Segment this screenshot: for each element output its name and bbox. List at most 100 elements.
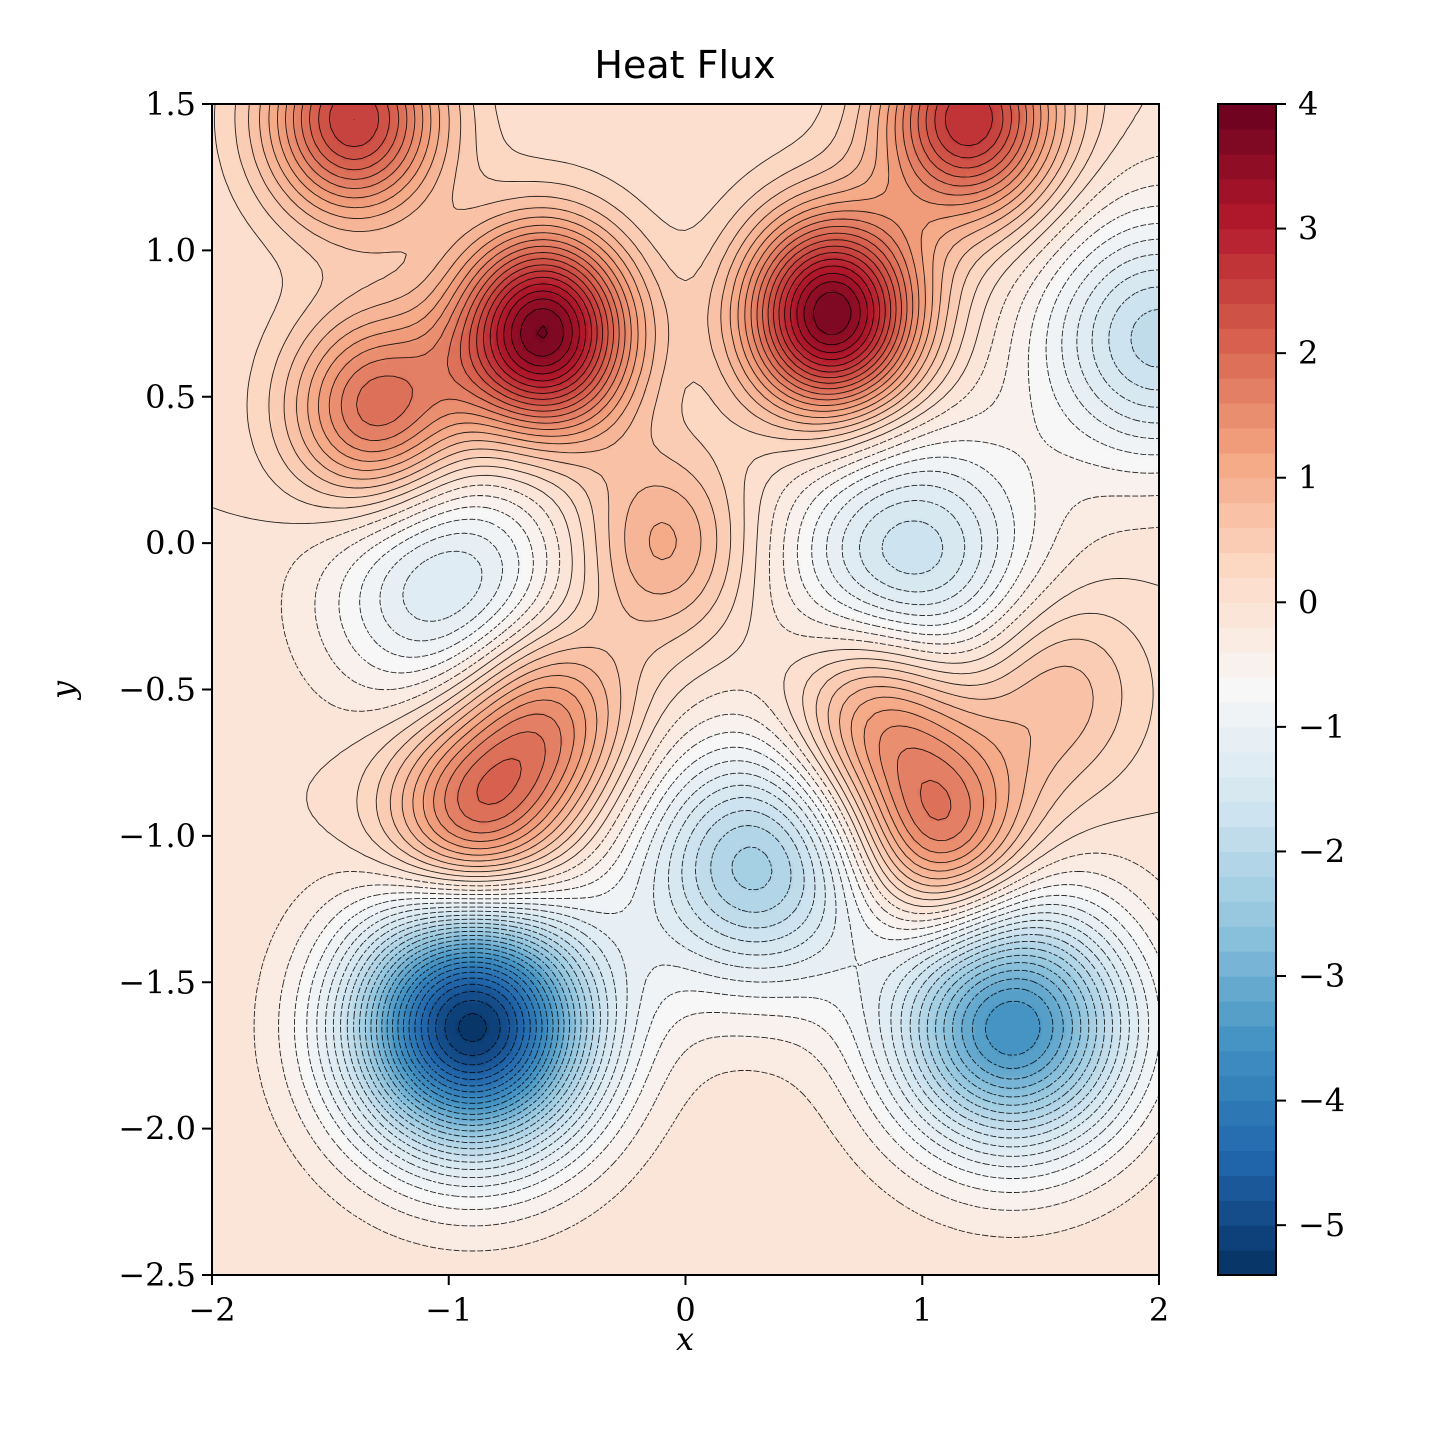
- colorbar-band: [1218, 1175, 1276, 1201]
- y-tick-label: 1.5: [145, 85, 196, 123]
- y-tick-label: 0.5: [145, 378, 196, 416]
- contour-line-positive: [259, 104, 1066, 880]
- contour-line-negative: [427, 983, 518, 1074]
- colorbar-tick-label: 1: [1298, 459, 1318, 497]
- contour-line-negative: [444, 999, 501, 1057]
- heatmap-field: [212, 104, 1159, 1275]
- colorbar-band: [1218, 178, 1276, 205]
- contour-line-negative: [278, 184, 1159, 1227]
- x-tick-label: 0: [675, 1291, 695, 1329]
- contour-line-positive: [519, 291, 852, 357]
- contour-line-positive: [489, 258, 881, 388]
- contour-line-negative: [370, 934, 1082, 1132]
- colorbar-band: [1218, 427, 1276, 454]
- colorbar-band: [1218, 701, 1276, 728]
- colorbar-band: [1218, 477, 1276, 504]
- colorbar-band: [1218, 627, 1276, 653]
- contour-line-positive: [329, 104, 1004, 400]
- x-tick-label: 1: [912, 1291, 932, 1329]
- contour-line-positive: [503, 272, 868, 375]
- x-tick-label: 2: [1149, 1291, 1169, 1329]
- contour-line-negative: [293, 205, 1159, 1211]
- colorbar-band: [1218, 253, 1276, 280]
- colorbar: 4 3 2 1 0 −1 −2 −3 −4 −5: [1217, 85, 1345, 1276]
- colorbar-ticks: 4 3 2 1 0 −1 −2 −3 −4 −5: [1276, 85, 1345, 1244]
- y-tick-label: −0.5: [118, 671, 196, 709]
- colorbar-band: [1218, 1125, 1276, 1152]
- y-axis: 1.5 1.0 0.5 0.0 −0.5 −1.0 −1.5 −2.0 −2.5: [118, 85, 212, 1294]
- colorbar-band: [1218, 677, 1276, 703]
- colorbar-band: [1218, 751, 1276, 778]
- contour-line-negative: [458, 1012, 487, 1043]
- contour-line-negative: [397, 956, 548, 1104]
- colorbar-tick-label: −4: [1298, 1082, 1345, 1120]
- contour-line-negative: [414, 971, 531, 1087]
- y-tick-label: −2.5: [118, 1256, 196, 1294]
- colorbar-band: [1218, 552, 1276, 578]
- contour-line-negative: [332, 269, 1159, 1170]
- y-tick-label: 1.0: [145, 231, 196, 269]
- colorbar-tick-label: 4: [1298, 85, 1318, 123]
- colorbar-band: [1218, 378, 1276, 404]
- colorbar-band: [1218, 776, 1276, 803]
- colorbar-band: [1218, 1075, 1276, 1102]
- contour-line-positive: [292, 104, 1035, 842]
- contour-line-positive: [309, 104, 1020, 805]
- colorbar-band: [1218, 1250, 1276, 1276]
- contour-line-negative: [375, 939, 1073, 1126]
- colorbar-tick-label: −1: [1298, 708, 1345, 746]
- contour-line-negative: [316, 238, 1159, 1188]
- contour-line-negative: [392, 952, 1041, 1110]
- colorbar-band: [1218, 153, 1276, 180]
- y-axis-label: y: [44, 680, 82, 701]
- colorbar-tick-label: −2: [1298, 832, 1345, 870]
- contour-line-positive: [353, 104, 993, 394]
- contour-line-negative: [346, 308, 1159, 1156]
- colorbar-band: [1218, 1025, 1276, 1052]
- colorbar-band: [1218, 826, 1276, 853]
- colorbar-band: [1218, 203, 1276, 230]
- contour-line-positive: [510, 281, 861, 367]
- colorbar-band: [1218, 951, 1276, 977]
- colorbar-band: [1218, 402, 1276, 429]
- colorbar-band: [1218, 602, 1276, 628]
- contour-line-negative: [435, 990, 510, 1066]
- colorbar-band: [1218, 1050, 1276, 1077]
- contour-line-positive: [213, 104, 1154, 901]
- contour-line-positive: [234, 104, 1123, 894]
- chart-title: Heat Flux: [594, 43, 775, 87]
- colorbar-band: [1218, 726, 1276, 753]
- contour-line-negative: [402, 961, 543, 1099]
- colorbar-tick-label: 3: [1298, 210, 1318, 248]
- colorbar-band: [1218, 1150, 1276, 1176]
- y-tick-label: −1.5: [118, 963, 196, 1001]
- x-tick-label: −1: [425, 1291, 472, 1329]
- contour-line-negative: [420, 977, 525, 1081]
- contour-line-positive: [536, 325, 548, 339]
- colorbar-tick-label: 2: [1298, 334, 1318, 372]
- colorbar-tick-label: 0: [1298, 583, 1318, 621]
- colorbar-band: [1218, 926, 1276, 952]
- colorbar-band: [1218, 128, 1276, 155]
- colorbar-band: [1218, 502, 1276, 529]
- y-tick-label: 0.0: [145, 524, 196, 562]
- colorbar-band: [1218, 228, 1276, 255]
- contour-line-positive: [496, 265, 875, 382]
- x-axis-label: x: [676, 1320, 694, 1358]
- contour-line-negative: [386, 947, 1054, 1115]
- colorbar-band: [1218, 801, 1276, 828]
- colorbar-band: [1218, 104, 1276, 130]
- contour-line-negative: [381, 943, 1064, 1121]
- colorbar-band: [1218, 527, 1276, 554]
- y-tick-label: −2.0: [118, 1110, 196, 1148]
- colorbar-band: [1218, 851, 1276, 877]
- colorbar-frame: [1217, 103, 1277, 1276]
- colorbar-band: [1218, 353, 1276, 379]
- contour-line-positive: [248, 104, 1094, 887]
- colorbar-band: [1218, 577, 1276, 603]
- contour-line-positive: [300, 104, 1027, 823]
- colorbar-tick-label: −3: [1298, 957, 1345, 995]
- colorbar-tick-label: −5: [1298, 1206, 1345, 1244]
- contour-line-positive: [318, 104, 1012, 406]
